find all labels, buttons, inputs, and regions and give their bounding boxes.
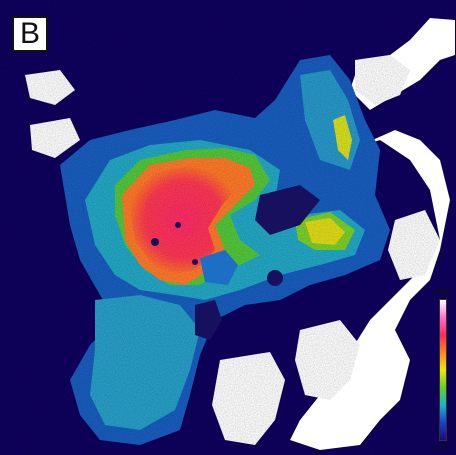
cyan-region [90, 295, 200, 430]
inclusion [255, 185, 320, 235]
void-region [388, 210, 440, 280]
high-intensity-region [128, 165, 240, 275]
yellow-region [333, 115, 352, 160]
inclusion [195, 300, 222, 340]
void-region [212, 352, 285, 445]
inclusion [267, 270, 283, 286]
void-region [295, 320, 360, 400]
inclusion [175, 222, 181, 228]
void-region [25, 70, 75, 105]
void-region [355, 55, 410, 105]
yellow-region [305, 218, 345, 245]
inclusion [192, 259, 198, 265]
void-region [30, 118, 80, 158]
colorbar-gradient [439, 299, 447, 441]
inclusion [151, 238, 159, 246]
colorbar: High Low [430, 286, 456, 455]
inclusion [200, 250, 238, 285]
colorbar-high-label: High [433, 286, 452, 296]
panel-label: B [12, 16, 48, 52]
colorbar-low-label: Low [434, 442, 451, 452]
